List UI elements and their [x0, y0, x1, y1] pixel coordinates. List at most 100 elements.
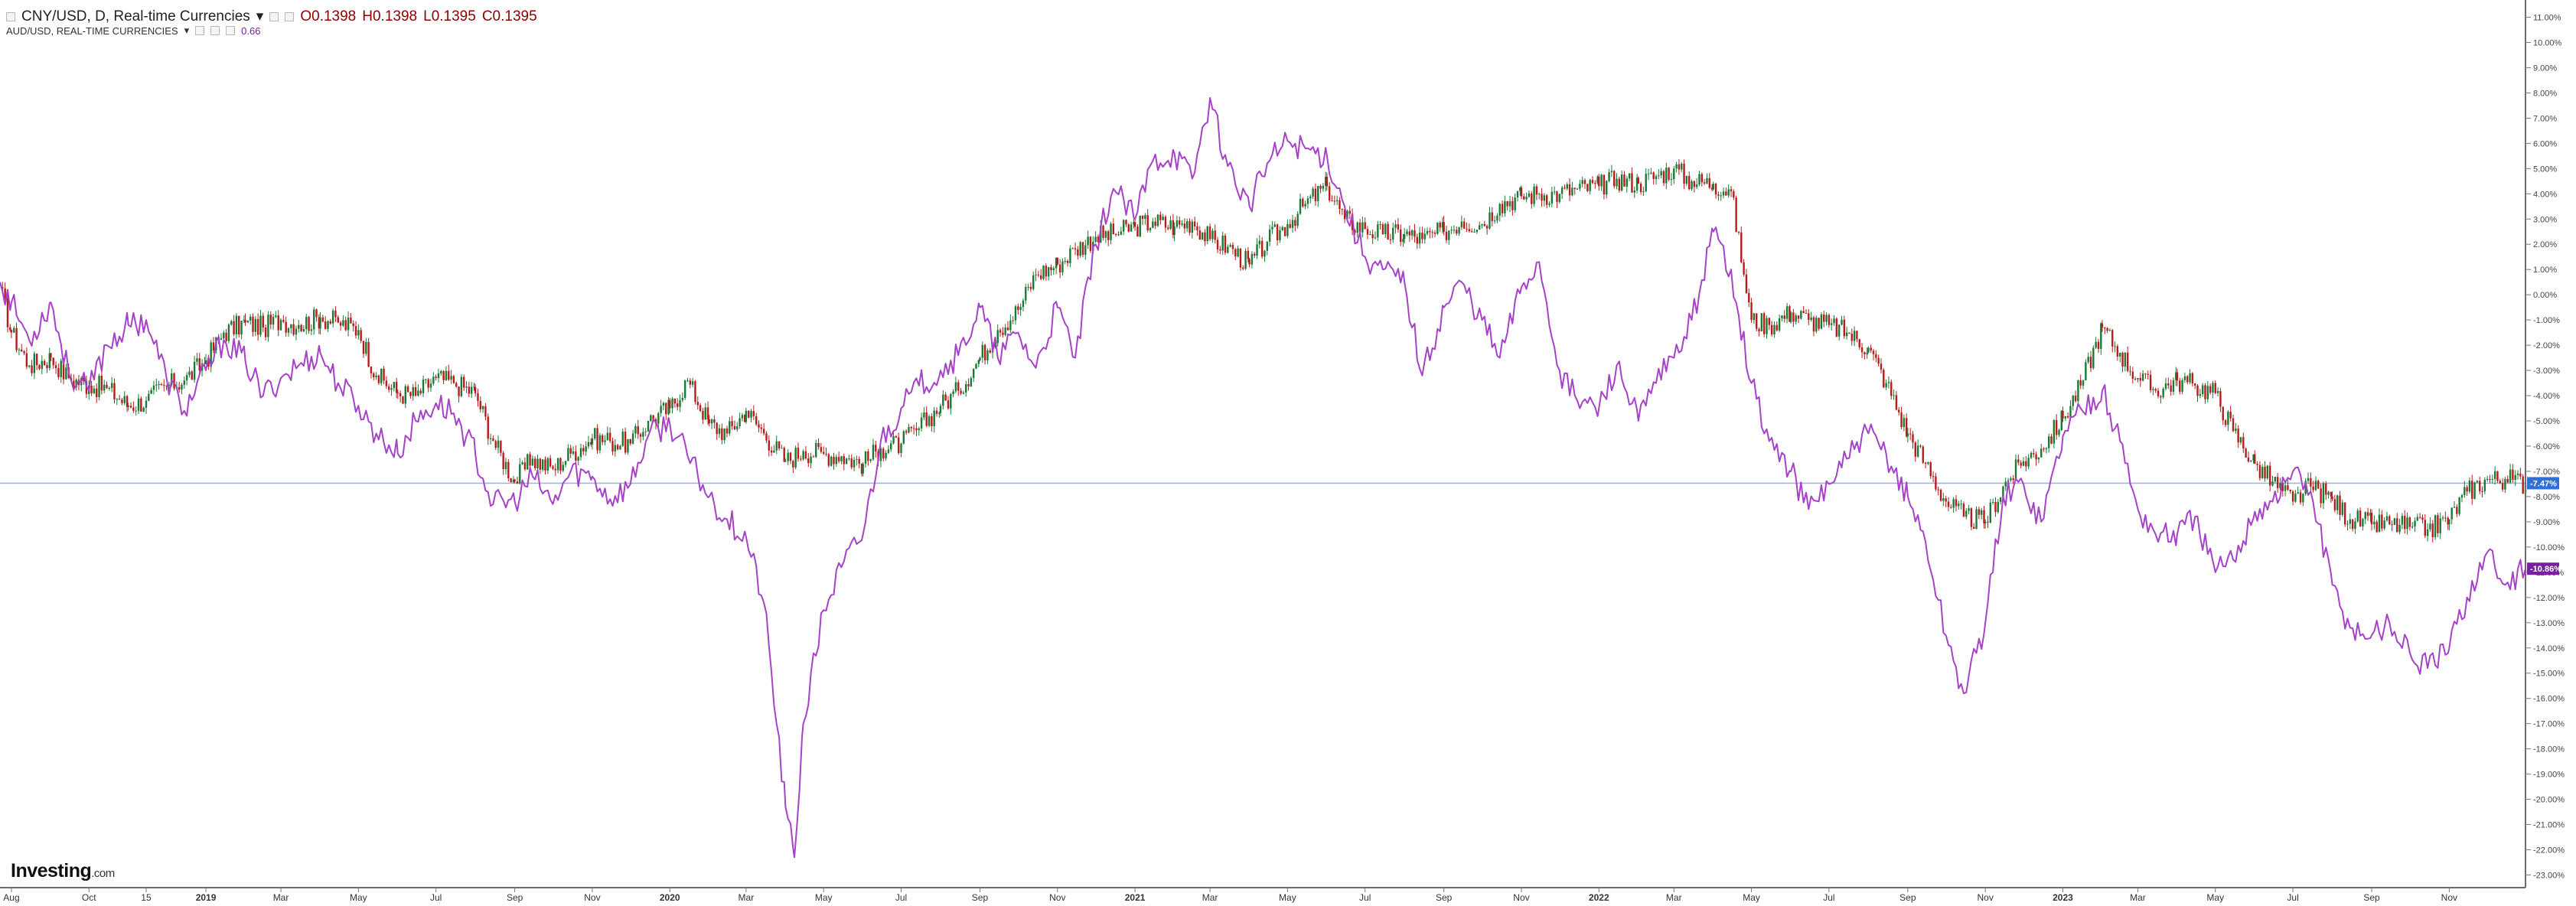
- cny-candle-body: [2164, 383, 2167, 389]
- cny-candle-body: [1603, 174, 1606, 195]
- cny-candle-body: [145, 400, 148, 408]
- cny-candle-body: [1314, 188, 1317, 201]
- cny-candle-body: [148, 393, 150, 401]
- cny-candle-body: [1006, 328, 1009, 331]
- secondary-series-title[interactable]: AUD/USD, REAL-TIME CURRENCIES: [6, 24, 178, 37]
- cny-candle-body: [802, 451, 804, 460]
- cny-candle-body: [2331, 496, 2333, 500]
- cny-candle-body: [760, 427, 763, 429]
- cny-candle-body: [388, 386, 390, 390]
- cny-candle-body: [2343, 502, 2346, 525]
- cny-candle-body: [337, 317, 339, 323]
- cny-candle-body: [272, 317, 275, 325]
- cny-candle-body: [2256, 464, 2258, 465]
- y-tick-label: 1.00%: [2533, 266, 2557, 275]
- cny-candle-body: [235, 315, 238, 334]
- secondary-legend[interactable]: AUD/USD, REAL-TIME CURRENCIES ▾ 0.66: [6, 24, 260, 37]
- cny-candle-body: [2162, 388, 2164, 398]
- cny-candle-body: [810, 456, 812, 464]
- cny-candle-body: [667, 399, 670, 415]
- cny-candle-body: [1149, 227, 1152, 230]
- cny-candle-body: [1317, 186, 1319, 201]
- cny-candle-body: [155, 384, 158, 386]
- cny-candle-body: [1740, 232, 1743, 262]
- last-value-badge: [2527, 477, 2559, 490]
- cny-candle-body: [1426, 230, 1429, 234]
- primary-series-title[interactable]: CNY/USD, D, Real-time Currencies: [21, 8, 250, 24]
- cny-candle-body: [2381, 514, 2383, 529]
- chevron-down-icon[interactable]: ▾: [184, 24, 190, 36]
- cny-candle-body: [110, 383, 113, 389]
- collapse-legend-icon[interactable]: [6, 11, 15, 21]
- cny-candle-body: [1294, 220, 1296, 226]
- cny-candle-body: [559, 458, 562, 471]
- cny-candle-body: [2393, 518, 2396, 526]
- cny-candle-body: [789, 452, 792, 461]
- cny-candle-body: [2079, 380, 2082, 386]
- cny-candle-body: [62, 360, 65, 380]
- visibility-toggle-icon[interactable]: [195, 26, 205, 35]
- cny-candle-body: [1333, 200, 1336, 202]
- settings-icon[interactable]: [285, 11, 295, 21]
- cny-candle-body: [1750, 302, 1753, 321]
- cny-candle-body: [334, 310, 337, 318]
- y-tick-label: -5.00%: [2533, 417, 2560, 426]
- x-tick-label: May: [350, 892, 367, 903]
- cny-candle-body: [1916, 445, 1919, 457]
- cny-candle-body: [223, 332, 225, 339]
- cny-candle-body: [455, 383, 458, 387]
- cny-candle-body: [442, 371, 445, 380]
- cny-candle-body: [502, 452, 504, 469]
- cny-candle-body: [1219, 249, 1221, 251]
- cny-candle-body: [57, 368, 60, 377]
- cny-candle-body: [1890, 382, 1893, 396]
- cny-candle-body: [848, 458, 850, 460]
- cny-candle-body: [1251, 253, 1254, 265]
- cny-candle-body: [1164, 217, 1167, 228]
- cny-candle-body: [1234, 249, 1237, 257]
- cny-candle-body: [938, 412, 941, 414]
- cny-candle-body: [1268, 229, 1271, 242]
- cny-candle-body: [1397, 224, 1400, 230]
- cny-candle-body: [1169, 220, 1172, 230]
- cny-candle-body: [1069, 248, 1071, 263]
- cny-candle-body: [1645, 174, 1647, 192]
- cny-candle-body: [1079, 242, 1081, 256]
- primary-legend[interactable]: CNY/USD, D, Real-time Currencies ▾ O0.13…: [6, 8, 537, 25]
- cny-candle-body: [262, 315, 264, 328]
- cny-candle-body: [606, 432, 609, 441]
- cny-candle-body: [1837, 324, 1841, 337]
- x-tick-label: Sep: [2363, 892, 2380, 903]
- cny-candle-body: [1181, 223, 1183, 225]
- cny-candle-body: [285, 321, 287, 333]
- cny-candle-body: [1795, 315, 1797, 322]
- cny-candle-body: [504, 461, 507, 469]
- cny-candle-body: [1893, 395, 1895, 396]
- cny-candle-body: [629, 438, 631, 444]
- cny-candle-body: [820, 447, 823, 452]
- cny-candle-body: [642, 432, 644, 437]
- cny-candle-body: [1014, 306, 1017, 321]
- visibility-toggle-icon[interactable]: [269, 11, 279, 21]
- cny-candle-body: [1058, 264, 1061, 272]
- cny-candle-body: [2349, 519, 2352, 524]
- settings-icon[interactable]: [210, 26, 220, 35]
- cny-candle-body: [611, 441, 614, 452]
- cny-candle-body: [2327, 491, 2330, 495]
- remove-series-icon[interactable]: [226, 26, 236, 35]
- chevron-down-icon[interactable]: ▾: [256, 8, 264, 24]
- cny-candle-body: [1421, 232, 1423, 240]
- cny-candle-body: [2014, 459, 2017, 481]
- cny-candle-body: [1392, 227, 1394, 240]
- cny-candle-body: [2106, 328, 2108, 331]
- x-tick-label: Sep: [507, 892, 523, 903]
- cny-candle-body: [2375, 521, 2378, 533]
- cny-candle-body: [60, 360, 62, 377]
- last-value-badge-label: -7.47%: [2530, 479, 2557, 488]
- cny-candle-body: [4, 288, 6, 298]
- cny-candle-body: [2385, 516, 2389, 521]
- x-tick-label: May: [1743, 892, 1760, 903]
- cny-candle-body: [1377, 224, 1379, 238]
